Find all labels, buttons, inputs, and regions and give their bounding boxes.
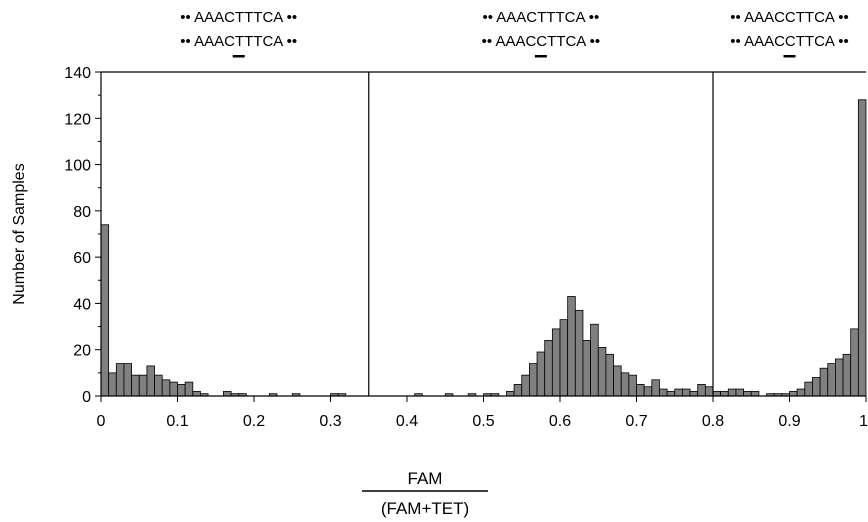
histogram-bar	[551, 328, 561, 397]
y-tick-label: 60	[73, 250, 91, 267]
sequence-line-top: •• AAACTTTCA ••	[482, 9, 599, 26]
histogram-bar	[131, 374, 140, 397]
histogram-bar	[138, 374, 148, 397]
histogram-bar	[161, 379, 171, 397]
histogram-bar	[720, 390, 729, 397]
histogram-bar	[789, 390, 798, 397]
histogram-bar	[192, 390, 201, 397]
histogram-bar	[597, 346, 607, 397]
histogram-bar	[812, 377, 821, 397]
histogram-bar	[559, 319, 569, 397]
histogram-bar	[850, 328, 859, 397]
sequence-annotation: •• AAACTTTCA •• •• AAACCTTCA ••	[482, 9, 601, 58]
x-axis-title-group: FAM (FAM+TET)	[362, 469, 488, 518]
y-tick-label: 120	[64, 111, 91, 128]
sequence-line-bottom: •• AAACTTTCA ••	[180, 33, 297, 50]
sequence-annotations: •• AAACTTTCA •••• AAACTTTCA •••• AAACTTT…	[180, 9, 849, 58]
histogram-bar	[819, 367, 829, 397]
histogram-bar	[659, 388, 668, 397]
histogram-bar	[796, 388, 806, 397]
histogram-bar	[620, 372, 630, 397]
histogram-bar	[743, 390, 752, 397]
x-tick-label: 0.8	[702, 413, 724, 430]
histogram-bar	[521, 374, 530, 397]
sequence-line-top: •• AAACTTTCA ••	[180, 9, 297, 26]
y-tick-label: 40	[73, 296, 91, 313]
x-tick-label: 0.3	[319, 413, 341, 430]
x-tick-label: 0.2	[243, 413, 265, 430]
bars-group	[100, 99, 867, 397]
x-tick-label: 1	[859, 413, 868, 430]
histogram-bar	[842, 353, 852, 397]
histogram-bar	[712, 390, 722, 397]
x-tick-label: 0.6	[549, 413, 571, 430]
histogram-bar	[169, 381, 178, 397]
histogram-bar	[628, 374, 637, 397]
y-tick-label: 100	[64, 158, 91, 175]
histogram-bar	[835, 358, 844, 397]
sequence-line-bottom: •• AAACCTTCA ••	[730, 33, 849, 50]
histogram-bar	[536, 351, 546, 397]
histogram-bar	[506, 390, 515, 397]
sequence-line-top: •• AAACCTTCA ••	[730, 9, 849, 26]
histogram-bar	[582, 340, 592, 397]
histogram-bar	[804, 381, 813, 397]
histogram-bar	[857, 99, 867, 397]
histogram-bar	[146, 365, 155, 397]
histogram-bar	[827, 363, 836, 397]
histogram-bar	[100, 224, 110, 397]
y-tick-label: 0	[82, 389, 91, 406]
x-axis-title-denominator: (FAM+TET)	[381, 499, 469, 518]
x-tick-label: 0	[97, 413, 106, 430]
x-tick-label: 0.4	[396, 413, 418, 430]
x-tick-label: 0.7	[625, 413, 647, 430]
variant-marker	[534, 55, 547, 58]
histogram-bar	[613, 365, 622, 397]
histogram-bar	[115, 363, 125, 397]
histogram-bar	[727, 388, 737, 397]
histogram-bar	[529, 363, 538, 397]
y-ticks-group: 0 20 40 60 80 100 120 140	[64, 65, 101, 406]
histogram-bar	[689, 390, 699, 397]
histogram-bar	[651, 379, 660, 397]
histogram-bar	[704, 386, 714, 397]
plot-frame	[100, 71, 866, 397]
histogram-bar	[567, 296, 576, 397]
histogram-bar	[750, 390, 760, 397]
histogram-bar	[177, 384, 186, 397]
x-ticks-group: 0 0.1 0.2 0.3 0.4 0.5 0.6 0.7 0.8 0.9 1	[97, 396, 868, 430]
histogram-bar	[590, 323, 599, 397]
histogram-bar	[184, 381, 194, 397]
histogram-bar	[674, 388, 683, 397]
variant-marker	[232, 55, 245, 58]
variant-marker	[783, 55, 796, 58]
histogram-bar	[123, 363, 132, 397]
sequence-line-bottom: •• AAACCTTCA ••	[482, 33, 601, 50]
y-axis-title-group: Number of Samples	[11, 163, 28, 304]
histogram-bar	[574, 309, 584, 397]
histogram-bar	[636, 384, 645, 397]
histogram-bar	[544, 340, 553, 397]
y-tick-label: 80	[73, 204, 91, 221]
y-axis-title: Number of Samples	[11, 163, 28, 304]
sequence-annotation: •• AAACTTTCA •• •• AAACTTTCA ••	[180, 9, 297, 58]
histogram-bar	[154, 374, 163, 397]
histogram-bar	[682, 388, 691, 397]
x-tick-label: 0.9	[778, 413, 800, 430]
y-tick-label: 20	[73, 343, 91, 360]
histogram-bar	[643, 386, 653, 397]
sequence-annotation: •• AAACCTTCA •• •• AAACCTTCA ••	[730, 9, 849, 58]
x-axis-title-numerator: FAM	[408, 469, 443, 488]
x-tick-label: 0.5	[472, 413, 494, 430]
histogram-bar	[108, 372, 117, 397]
histogram-bar	[222, 390, 232, 397]
histogram-bar	[605, 353, 614, 397]
histogram-bar	[735, 388, 745, 397]
histogram-bar	[513, 384, 523, 397]
histogram-bar	[666, 390, 676, 397]
y-tick-label: 140	[64, 65, 91, 82]
x-tick-label: 0.1	[166, 413, 188, 430]
histogram-bar	[697, 384, 706, 397]
